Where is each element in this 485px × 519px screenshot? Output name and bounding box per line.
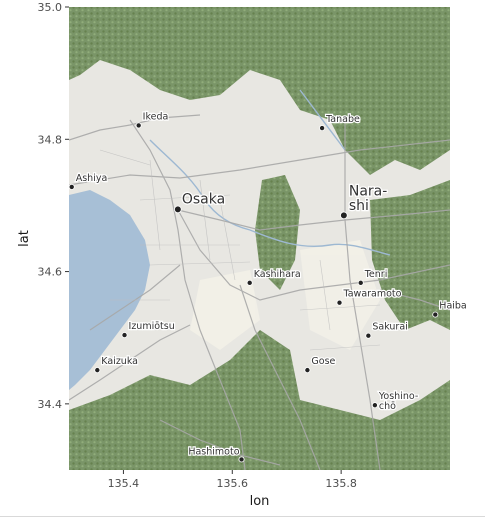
- place-label: Tenri: [364, 269, 388, 280]
- place-label: Haiba: [439, 301, 466, 312]
- place-label: Kashihara: [254, 269, 301, 280]
- place-label: Ashiya: [76, 173, 108, 184]
- place-point: [246, 279, 253, 286]
- place-point: [371, 402, 378, 409]
- place-point: [336, 299, 343, 306]
- place-label: Gose: [311, 356, 335, 367]
- y-tick-label: 34.4: [38, 398, 63, 411]
- place-point: [135, 122, 142, 129]
- place-point: [365, 332, 372, 339]
- place-point: [68, 183, 75, 190]
- place-label: Kaizuka: [101, 356, 138, 367]
- place-point: [357, 279, 364, 286]
- place-label: Tawaramoto: [343, 289, 402, 300]
- place-label: Tanabe: [325, 114, 360, 125]
- place-label: Sakurai: [372, 322, 407, 333]
- y-axis-title: lat: [17, 230, 32, 247]
- y-tick-label: 34.8: [38, 133, 63, 146]
- place-label: Osaka: [182, 191, 225, 207]
- y-tick-label: 35.0: [38, 1, 63, 14]
- y-axis: 34.4 34.6 34.8 35.0: [38, 1, 69, 411]
- x-tick-label: 135.8: [325, 477, 357, 490]
- x-axis-title: lon: [250, 494, 270, 509]
- x-tick-label: 135.4: [108, 477, 140, 490]
- place-point: [432, 311, 439, 318]
- place-label: Hashimoto: [188, 446, 239, 457]
- osaka-bay: [69, 190, 150, 390]
- place-point: [94, 367, 101, 374]
- place-point: [238, 456, 245, 463]
- place-label: Nara-shi: [349, 183, 387, 214]
- x-tick-label: 135.6: [217, 477, 249, 490]
- terrain-open: [190, 240, 380, 350]
- place-point: [304, 367, 311, 374]
- place-label: Ikeda: [143, 111, 169, 122]
- x-axis: 135.4 135.6 135.8: [108, 470, 357, 490]
- place-point: [174, 205, 182, 214]
- place-label: Izumiōtsu: [129, 321, 175, 332]
- place-point: [340, 211, 348, 220]
- place-point: [319, 125, 326, 132]
- basemap: [69, 7, 450, 470]
- y-tick-label: 34.6: [38, 266, 63, 279]
- places: Osaka Nara-shi Ikeda Tanabe Ashiya Kashihara T…: [68, 110, 468, 463]
- place-label: Yoshino-chō: [378, 391, 418, 412]
- minor-roads: [99, 149, 381, 351]
- bottom-divider: [0, 516, 485, 517]
- place-point: [121, 332, 128, 339]
- roads: [69, 114, 450, 470]
